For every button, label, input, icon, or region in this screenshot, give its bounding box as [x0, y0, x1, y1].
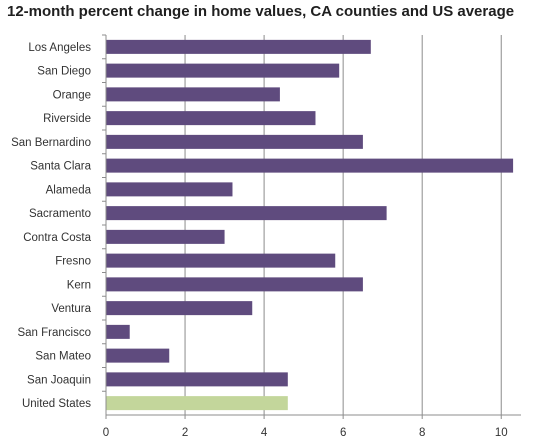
- x-tick-labels: 0 2 4 6 8 10: [103, 427, 508, 439]
- bar: [106, 229, 225, 244]
- category-label: Sacramento: [29, 208, 91, 220]
- bar: [106, 324, 130, 339]
- bar: [106, 206, 387, 221]
- x-tick-label: 6: [340, 427, 346, 439]
- category-label: San Mateo: [35, 351, 91, 363]
- category-label: Santa Clara: [30, 161, 91, 173]
- chart-title: 12-month percent change in home values, …: [7, 3, 515, 20]
- bar: [106, 111, 316, 126]
- bar: [106, 182, 233, 197]
- category-label: San Francisco: [17, 327, 91, 339]
- category-label: Contra Costa: [23, 232, 91, 244]
- bars: [106, 39, 514, 411]
- x-tick-label: 8: [419, 427, 425, 439]
- category-label: Riverside: [43, 113, 91, 125]
- x-tick-label: 2: [182, 427, 188, 439]
- gridlines: [105, 35, 502, 419]
- category-label: Kern: [67, 279, 91, 291]
- x-tick-label: 10: [495, 427, 508, 439]
- category-label: Orange: [53, 89, 91, 101]
- bar: [106, 301, 253, 316]
- bar: [106, 87, 280, 102]
- bar: [106, 158, 514, 173]
- bar: [106, 372, 288, 387]
- bar: [106, 396, 288, 411]
- bar: [106, 39, 371, 54]
- bar: [106, 134, 363, 149]
- bar: [106, 63, 340, 78]
- x-tick-label: 4: [261, 427, 268, 439]
- category-label: Ventura: [51, 303, 91, 315]
- category-label: San Bernardino: [11, 137, 91, 149]
- category-label: Fresno: [55, 256, 91, 268]
- category-label: United States: [22, 398, 91, 410]
- bar: [106, 348, 170, 363]
- category-label: San Joaquin: [27, 374, 91, 386]
- bar: [106, 277, 363, 292]
- category-label: San Diego: [37, 66, 91, 78]
- x-tick-label: 0: [103, 427, 109, 439]
- category-labels: Los Angeles San Diego Orange Riverside San B…: [11, 34, 106, 410]
- bar: [106, 253, 336, 268]
- category-label: Los Angeles: [28, 42, 91, 54]
- category-label: Alameda: [46, 184, 92, 196]
